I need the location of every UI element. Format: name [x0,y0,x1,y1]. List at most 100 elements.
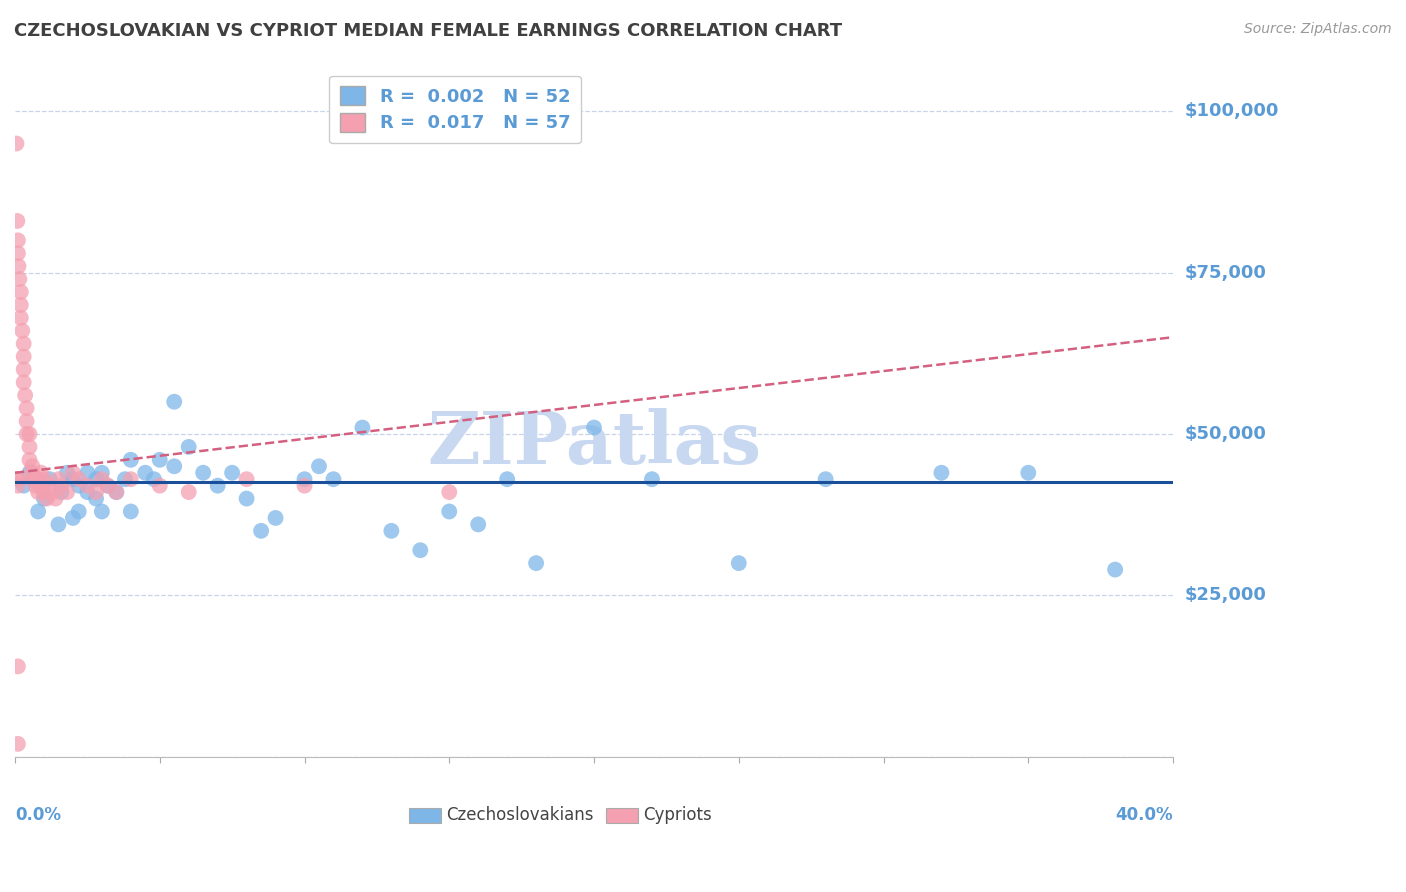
Point [7,659,30,673]
Point [439,504,461,518]
Point [14,388,37,402]
Point [38,472,60,486]
Point [62,472,84,486]
Text: CZECHOSLOVAKIAN VS CYPRIOT MEDIAN FEMALE EARNINGS CORRELATION CHART: CZECHOSLOVAKIAN VS CYPRIOT MEDIAN FEMALE… [14,22,842,40]
Point [380,524,402,538]
Point [24,472,46,486]
Text: Czechoslovakians: Czechoslovakians [446,806,593,824]
Point [21,459,44,474]
Point [15,414,38,428]
Point [134,466,156,480]
Point [177,440,200,454]
Point [524,556,547,570]
Point [13,336,35,351]
Point [97,478,120,492]
Point [105,485,128,500]
Point [120,472,142,486]
Point [18,466,41,480]
Point [24,478,46,492]
Point [97,478,120,492]
Point [264,511,287,525]
Point [931,466,953,480]
Point [13,362,35,376]
Point [32,485,55,500]
Text: Source: ZipAtlas.com: Source: ZipAtlas.com [1244,22,1392,37]
Legend: R =  0.002   N = 52, R =  0.017   N = 57: R = 0.002 N = 52, R = 0.017 N = 57 [329,76,581,144]
Point [149,478,172,492]
Point [193,466,215,480]
Point [30,478,52,492]
Bar [409,807,441,823]
Point [7,259,30,273]
Point [56,466,79,480]
Point [90,504,112,518]
Point [149,453,172,467]
Point [352,420,374,434]
Point [44,491,66,506]
Point [308,459,330,474]
Text: ZIPatlas: ZIPatlas [427,408,761,478]
Point [21,466,44,480]
Point [76,466,98,480]
Point [6,136,28,151]
Point [7,737,30,751]
Text: 0.0%: 0.0% [15,805,60,823]
Point [13,478,35,492]
Point [1104,563,1126,577]
Point [15,401,38,416]
Point [11,324,34,338]
Point [48,472,70,486]
Point [177,485,200,500]
Point [32,472,55,486]
Point [76,485,98,500]
Point [7,472,30,486]
Point [67,472,90,486]
Point [18,453,41,467]
Point [35,491,58,506]
Point [6,214,28,228]
Point [13,350,35,364]
Point [250,524,273,538]
Point [15,427,38,442]
Point [84,472,107,486]
Text: $75,000: $75,000 [1184,264,1265,282]
Point [51,478,73,492]
Point [439,485,461,500]
Point [76,478,98,492]
Point [120,504,142,518]
Point [294,472,316,486]
Point [641,472,664,486]
Point [30,466,52,480]
Text: $100,000: $100,000 [1184,103,1278,120]
Point [163,459,186,474]
Point [21,472,44,486]
Point [27,504,49,518]
Point [7,478,30,492]
Point [163,394,186,409]
Point [84,485,107,500]
Point [105,485,128,500]
Point [10,310,32,325]
Text: Cypriots: Cypriots [643,806,711,824]
Point [90,466,112,480]
Point [10,298,32,312]
Point [235,491,257,506]
Point [294,478,316,492]
Point [143,472,166,486]
Point [10,285,32,299]
Point [67,504,90,518]
Point [409,543,432,558]
Point [18,440,41,454]
Point [120,453,142,467]
Point [221,466,243,480]
Point [8,272,31,286]
Text: 40.0%: 40.0% [1115,805,1173,823]
Point [27,485,49,500]
Point [7,246,30,260]
Point [27,472,49,486]
Point [467,517,489,532]
Point [322,472,344,486]
Point [235,472,257,486]
Point [114,472,136,486]
Point [814,472,837,486]
